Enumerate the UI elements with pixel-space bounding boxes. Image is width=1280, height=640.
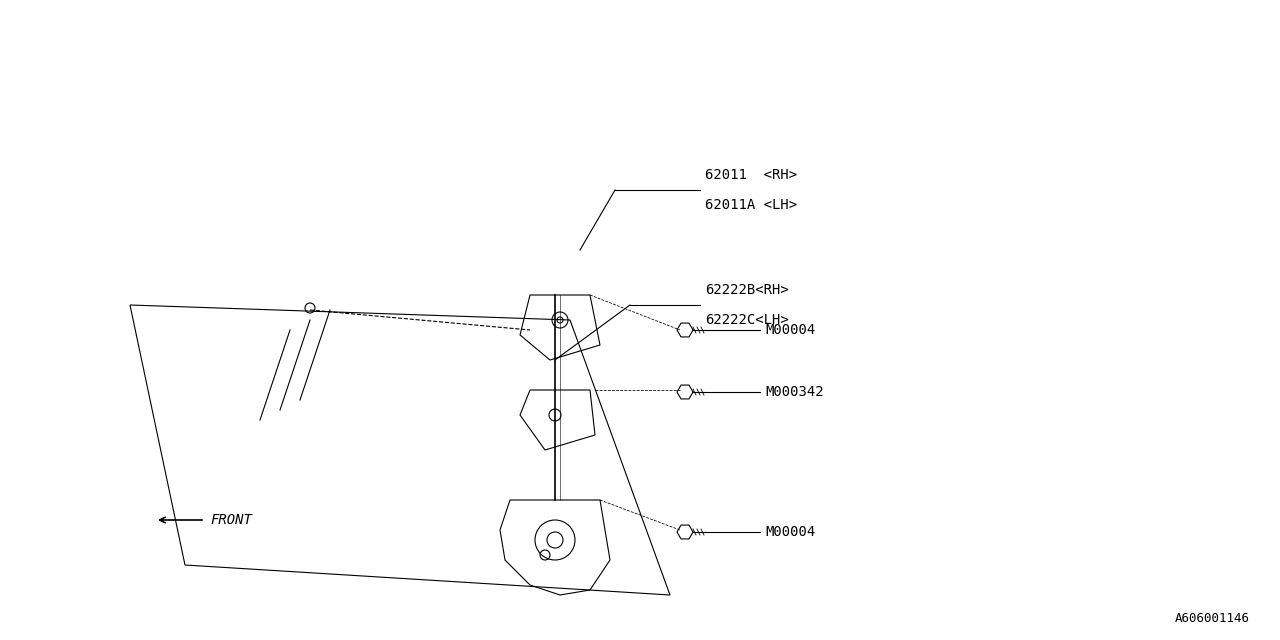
Text: 62011  <RH>: 62011 <RH> [705,168,797,182]
Text: M00004: M00004 [765,323,815,337]
Text: M00004: M00004 [765,525,815,539]
Text: 62011A <LH>: 62011A <LH> [705,198,797,212]
Text: FRONT: FRONT [210,513,252,527]
Text: 62222C<LH>: 62222C<LH> [705,313,788,327]
Text: 62222B<RH>: 62222B<RH> [705,283,788,297]
Text: M000342: M000342 [765,385,823,399]
Text: A606001146: A606001146 [1175,612,1251,625]
